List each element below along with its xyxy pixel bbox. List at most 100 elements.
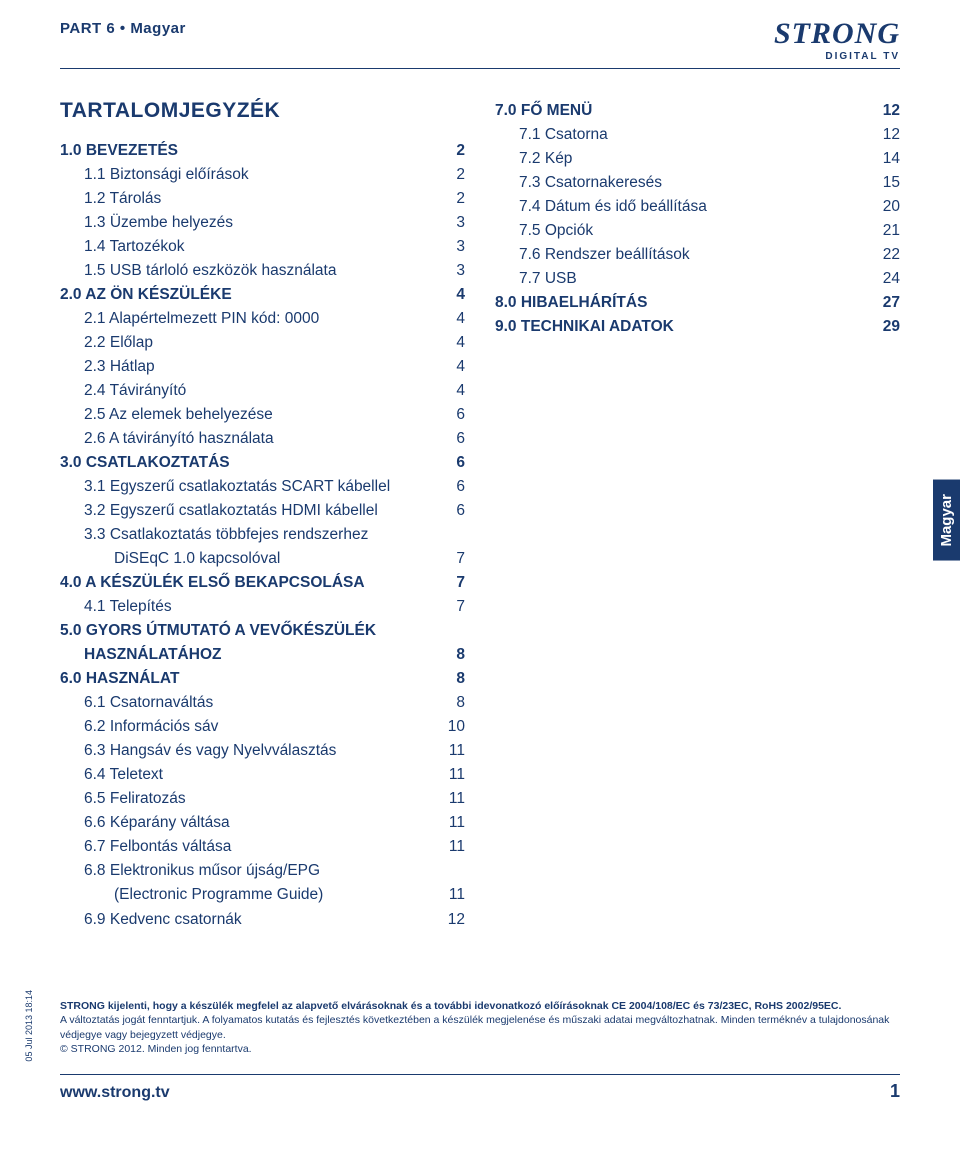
toc-row: 2.6 A távirányító használata6 — [60, 427, 465, 451]
toc-label: 7.4 Dátum és idő beállítása — [495, 195, 876, 219]
toc-page: 2 — [441, 139, 465, 163]
toc-page: 4 — [441, 331, 465, 355]
toc-row: DiSEqC 1.0 kapcsolóval7 — [60, 547, 465, 571]
toc-page: 10 — [441, 715, 465, 739]
toc-label: DiSEqC 1.0 kapcsolóval — [60, 547, 441, 571]
toc-right-column: 7.0 FŐ MENÜ127.1 Csatorna127.2 Kép147.3 … — [495, 99, 900, 932]
toc-row: 3.3 Csatlakoztatás többfejes rendszerhez — [60, 523, 465, 547]
toc-row: HASZNÁLATÁHOZ8 — [60, 643, 465, 667]
toc-row: 6.0 HASZNÁLAT8 — [60, 667, 465, 691]
toc-label: 4.1 Telepítés — [60, 595, 441, 619]
toc-label: 7.3 Csatornakeresés — [495, 171, 876, 195]
toc-page — [441, 859, 465, 883]
toc-label: 2.1 Alapértelmezett PIN kód: 0000 — [60, 307, 441, 331]
build-date-vertical: 05 Jul 2013 18:14 — [24, 990, 34, 1062]
toc-page: 4 — [441, 379, 465, 403]
toc-page: 11 — [441, 763, 465, 787]
toc-page: 3 — [441, 259, 465, 283]
toc-row: 7.7 USB24 — [495, 267, 900, 291]
toc-label: 6.0 HASZNÁLAT — [60, 667, 441, 691]
toc-row: 8.0 HIBAELHÁRÍTÁS27 — [495, 291, 900, 315]
toc-row: 6.2 Információs sáv10 — [60, 715, 465, 739]
toc-page: 11 — [441, 739, 465, 763]
toc-page: 20 — [876, 195, 900, 219]
toc-row: 2.2 Előlap4 — [60, 331, 465, 355]
toc-row: 6.3 Hangsáv és vagy Nyelvválasztás11 — [60, 739, 465, 763]
toc-title: TARTALOMJEGYZÉK — [60, 99, 465, 123]
toc-label: 1.1 Biztonsági előírások — [60, 163, 441, 187]
toc-row: 2.5 Az elemek behelyezése6 — [60, 403, 465, 427]
toc-label: 6.6 Képarány váltása — [60, 811, 441, 835]
toc-row: 2.3 Hátlap4 — [60, 355, 465, 379]
toc-label: 6.5 Feliratozás — [60, 787, 441, 811]
toc-row: 1.2 Tárolás2 — [60, 187, 465, 211]
toc-label: 2.2 Előlap — [60, 331, 441, 355]
toc-row: 7.1 Csatorna12 — [495, 123, 900, 147]
toc-row: 1.5 USB tárloló eszközök használata3 — [60, 259, 465, 283]
toc-page: 6 — [441, 451, 465, 475]
toc-page: 24 — [876, 267, 900, 291]
toc-page: 4 — [441, 355, 465, 379]
toc-page: 7 — [441, 595, 465, 619]
toc-row: 3.1 Egyszerű csatlakoztatás SCART kábell… — [60, 475, 465, 499]
toc-page: 8 — [441, 667, 465, 691]
toc-row: 2.1 Alapértelmezett PIN kód: 00004 — [60, 307, 465, 331]
toc-label: HASZNÁLATÁHOZ — [60, 643, 441, 667]
legal-body: A változtatás jogát fenntartjuk. A folya… — [60, 1014, 889, 1040]
toc-label: 2.5 Az elemek behelyezése — [60, 403, 441, 427]
toc-row: 9.0 TECHNIKAI ADATOK29 — [495, 315, 900, 339]
toc-label: 4.0 A KÉSZÜLÉK ELSŐ BEKAPCSOLÁSA — [60, 571, 441, 595]
toc-label: 5.0 GYORS ÚTMUTATÓ A VEVŐKÉSZÜLÉK — [60, 619, 441, 643]
toc-page: 11 — [441, 883, 465, 907]
toc-page: 6 — [441, 499, 465, 523]
toc-label: 7.1 Csatorna — [495, 123, 876, 147]
toc-page: 15 — [876, 171, 900, 195]
toc-row: 6.1 Csatornaváltás8 — [60, 691, 465, 715]
toc-label: 1.0 BEVEZETÉS — [60, 139, 441, 163]
toc-page: 6 — [441, 403, 465, 427]
toc-row: 7.4 Dátum és idő beállítása20 — [495, 195, 900, 219]
footer-page-number: 1 — [890, 1081, 900, 1102]
toc-page: 12 — [441, 908, 465, 932]
toc-row: 4.1 Telepítés7 — [60, 595, 465, 619]
toc-label: 1.2 Tárolás — [60, 187, 441, 211]
toc-label: 3.3 Csatlakoztatás többfejes rendszerhez — [60, 523, 441, 547]
toc-page: 8 — [441, 691, 465, 715]
toc-label: 6.7 Felbontás váltása — [60, 835, 441, 859]
toc-label: 9.0 TECHNIKAI ADATOK — [495, 315, 876, 339]
toc-label: 2.3 Hátlap — [60, 355, 441, 379]
part-label: PART 6 • Magyar — [60, 20, 186, 37]
logo-subtitle: DIGITAL TV — [774, 51, 900, 62]
toc-label: 6.3 Hangsáv és vagy Nyelvválasztás — [60, 739, 441, 763]
toc-page: 3 — [441, 235, 465, 259]
toc-row: 3.0 CSATLAKOZTATÁS6 — [60, 451, 465, 475]
toc-label: 3.2 Egyszerű csatlakoztatás HDMI kábelle… — [60, 499, 441, 523]
toc-page: 12 — [876, 123, 900, 147]
toc-row: 1.4 Tartozékok3 — [60, 235, 465, 259]
toc-page: 27 — [876, 291, 900, 315]
toc-page: 6 — [441, 427, 465, 451]
toc-page: 3 — [441, 211, 465, 235]
toc-page: 22 — [876, 243, 900, 267]
toc-left-column: TARTALOMJEGYZÉK 1.0 BEVEZETÉS21.1 Bizton… — [60, 99, 465, 932]
footer-url: www.strong.tv — [60, 1084, 170, 1102]
toc-page: 2 — [441, 187, 465, 211]
toc-label: 7.5 Opciók — [495, 219, 876, 243]
toc-row: 6.7 Felbontás váltása11 — [60, 835, 465, 859]
toc-label: 2.0 AZ ÖN KÉSZÜLÉKE — [60, 283, 441, 307]
toc-label: 6.8 Elektronikus műsor újság/EPG — [60, 859, 441, 883]
toc-row: 7.2 Kép14 — [495, 147, 900, 171]
toc-row: 1.1 Biztonsági előírások2 — [60, 163, 465, 187]
toc-row: 2.0 AZ ÖN KÉSZÜLÉKE4 — [60, 283, 465, 307]
toc-label: 1.3 Üzembe helyezés — [60, 211, 441, 235]
toc-label: 2.4 Távirányító — [60, 379, 441, 403]
toc-label: 2.6 A távirányító használata — [60, 427, 441, 451]
logo-text: STRONG — [774, 20, 900, 47]
language-tab: Magyar — [933, 480, 960, 561]
toc-row: 7.0 FŐ MENÜ12 — [495, 99, 900, 123]
toc-row: 1.3 Üzembe helyezés3 — [60, 211, 465, 235]
toc-row: 5.0 GYORS ÚTMUTATÓ A VEVŐKÉSZÜLÉK — [60, 619, 465, 643]
toc-label: 3.1 Egyszerű csatlakoztatás SCART kábell… — [60, 475, 441, 499]
legal-notice: STRONG kijelenti, hogy a készülék megfel… — [60, 999, 900, 1056]
toc-label: (Electronic Programme Guide) — [60, 883, 441, 907]
